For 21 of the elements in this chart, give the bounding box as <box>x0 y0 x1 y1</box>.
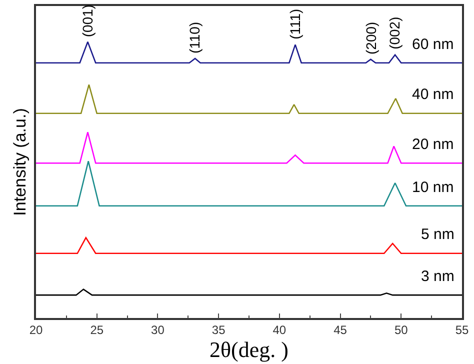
annotation: (111) <box>287 8 304 40</box>
annotation: (001) <box>79 4 96 38</box>
series-label: 10 nm <box>412 179 454 196</box>
x-tick-label: 50 <box>394 323 408 338</box>
annotation: (002) <box>386 16 403 50</box>
x-tick-label: 40 <box>272 323 286 338</box>
x-tick-label: 55 <box>455 323 469 338</box>
x-axis-title: 2θ(deg. ) <box>210 337 288 362</box>
series-label: 3 nm <box>421 268 454 285</box>
x-tick-label: 30 <box>151 323 165 338</box>
series-label: 20 nm <box>412 136 454 153</box>
series-label: 40 nm <box>412 86 454 103</box>
annotation: (110) <box>186 22 203 54</box>
x-tick-label: 45 <box>334 323 348 338</box>
series-label: 5 nm <box>421 226 454 243</box>
x-tick-label: 35 <box>212 323 226 338</box>
annotation: (200) <box>362 22 379 54</box>
x-tick-label: 25 <box>90 323 104 338</box>
y-axis-title: Intensity (a.u.) <box>10 108 30 216</box>
x-tick-label: 20 <box>29 323 43 338</box>
series-label: 60 nm <box>412 36 454 53</box>
